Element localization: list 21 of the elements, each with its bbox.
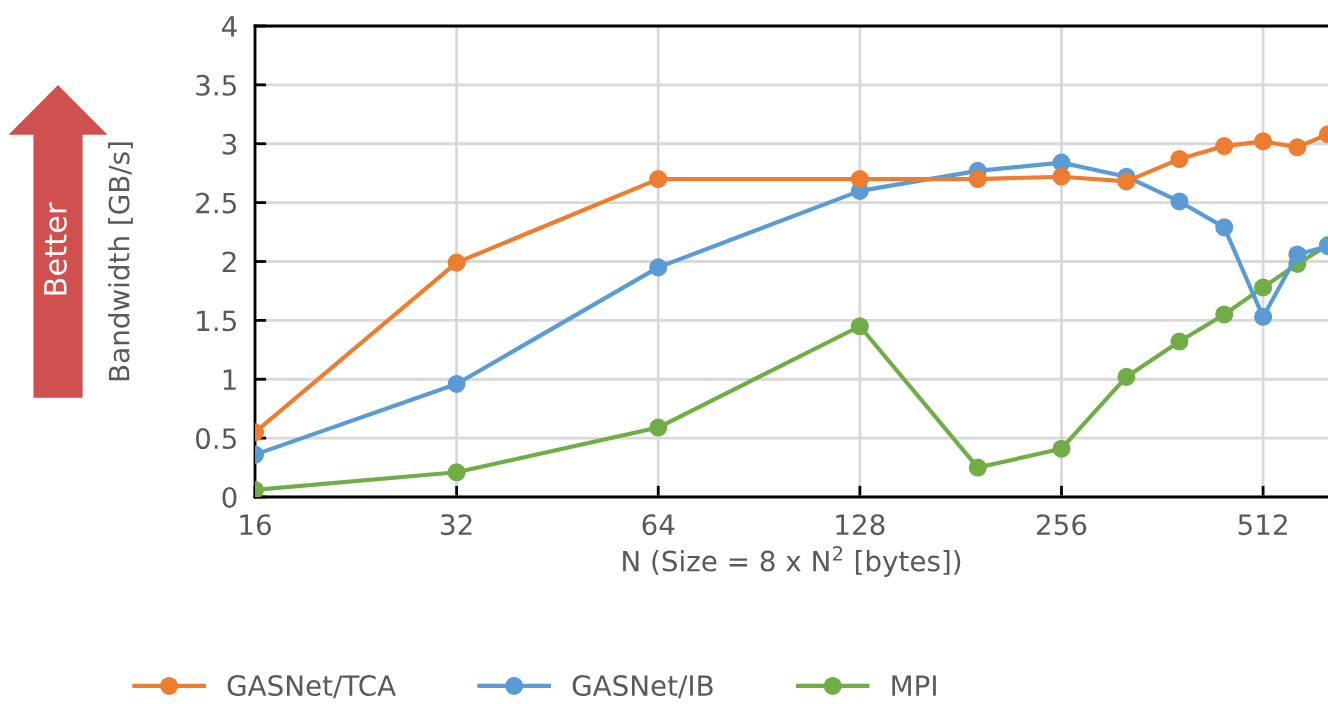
x-axis-title: N (Size = 8 x N$^{2}$ [bytes])	[623, 546, 961, 577]
text: Better	[44, 202, 67, 295]
y-axis-title: Bandwidth [GB/s]	[108, 142, 133, 381]
legend-label: MPI	[892, 675, 936, 696]
x-tick-label: 128	[836, 514, 885, 536]
y-tick-label: 1	[223, 369, 236, 390]
legend-label: GASNet/TCA	[227, 675, 396, 699]
legend-label: GASNet/IB	[572, 675, 713, 699]
x-tick-label: 256	[1037, 514, 1087, 536]
y-tick-label: 1.5	[197, 310, 236, 332]
y-tick-label: 2	[222, 251, 236, 273]
x-tick-label: 32	[441, 514, 472, 536]
y-tick-label: 0.5	[195, 428, 236, 450]
y-tick-label: 0	[222, 486, 237, 508]
x-tick-label: 512	[1238, 514, 1287, 536]
y-tick-label: 2.5	[196, 192, 236, 214]
y-tick-label: 3.5	[196, 74, 236, 96]
y-tick-label: 4	[222, 16, 237, 37]
x-tick-label: 16	[240, 514, 271, 536]
y-tick-label: 3	[222, 133, 237, 155]
x-tick-label: 64	[642, 514, 675, 536]
